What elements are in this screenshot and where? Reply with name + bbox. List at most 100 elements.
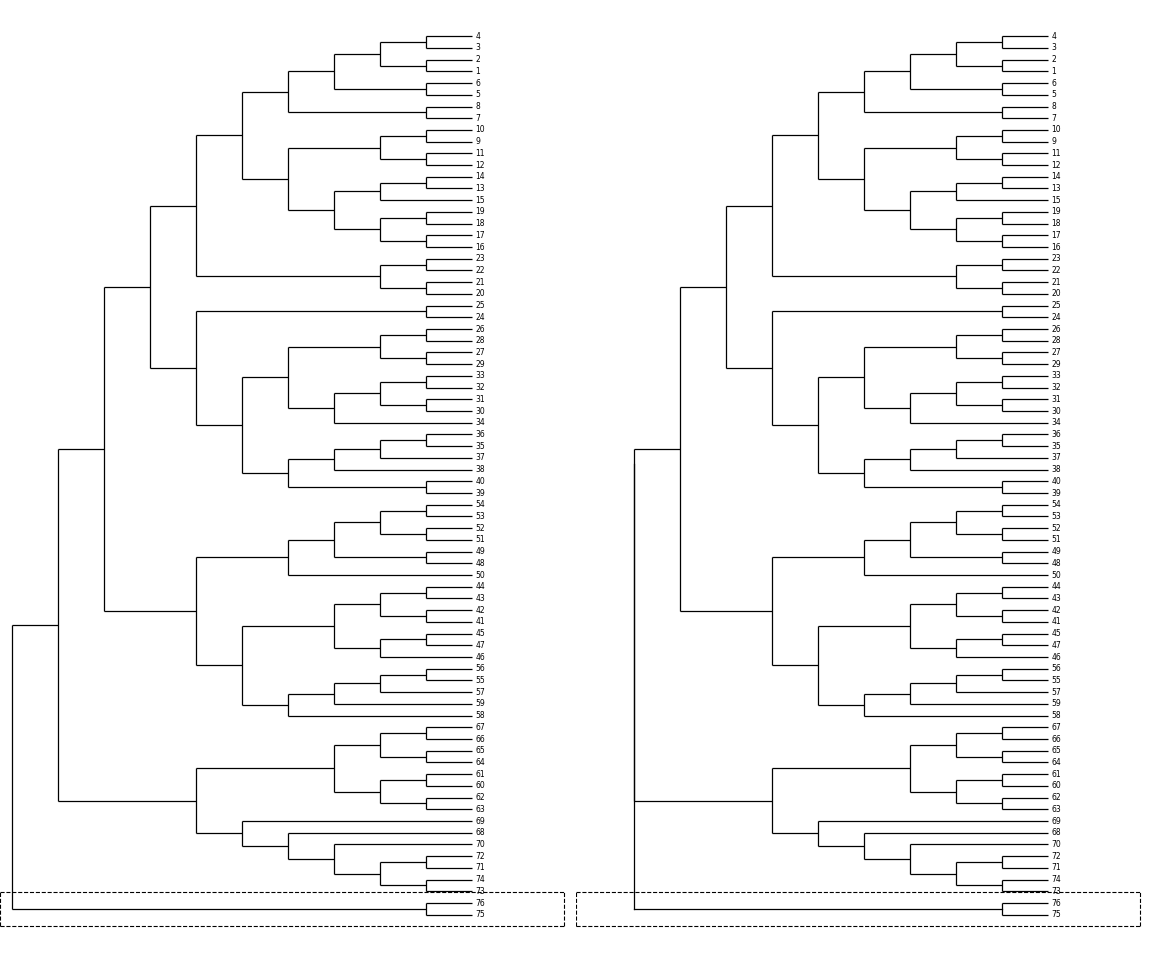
Text: 62: 62 (1051, 793, 1061, 803)
Text: 13: 13 (1051, 184, 1061, 193)
Text: 16: 16 (1051, 243, 1061, 252)
Text: 42: 42 (1051, 606, 1061, 614)
Text: 8: 8 (1051, 102, 1056, 111)
Text: 43: 43 (1051, 594, 1061, 603)
Text: 2: 2 (475, 55, 480, 64)
Text: 7: 7 (475, 113, 480, 123)
Text: 14: 14 (475, 172, 485, 181)
Text: 11: 11 (475, 149, 485, 157)
Text: 6: 6 (1051, 79, 1056, 87)
Text: 51: 51 (1051, 536, 1061, 544)
Text: 60: 60 (1051, 781, 1061, 790)
Text: 38: 38 (475, 465, 485, 474)
Text: 66: 66 (475, 734, 485, 743)
Text: 74: 74 (1051, 876, 1061, 884)
Text: 47: 47 (475, 641, 485, 650)
Text: 37: 37 (1051, 453, 1061, 463)
Text: 49: 49 (1051, 547, 1061, 556)
Text: 18: 18 (1051, 219, 1061, 228)
Text: 59: 59 (475, 700, 485, 708)
Text: 21: 21 (1051, 277, 1061, 287)
Text: 1: 1 (475, 67, 480, 76)
Text: 22: 22 (1051, 266, 1061, 275)
Text: 45: 45 (1051, 629, 1061, 638)
Text: 33: 33 (475, 372, 485, 380)
Text: 51: 51 (475, 536, 485, 544)
Text: 21: 21 (475, 277, 485, 287)
Text: 29: 29 (475, 360, 485, 369)
Text: 70: 70 (475, 840, 485, 849)
Text: 76: 76 (475, 899, 485, 907)
Text: 69: 69 (1051, 817, 1061, 826)
Text: 22: 22 (475, 266, 485, 275)
Text: 50: 50 (475, 570, 485, 580)
Text: 9: 9 (1051, 137, 1056, 146)
Text: 54: 54 (1051, 500, 1061, 509)
Text: 55: 55 (475, 676, 485, 684)
Text: 32: 32 (1051, 383, 1061, 392)
Text: 49: 49 (475, 547, 485, 556)
Text: 41: 41 (475, 617, 485, 626)
Text: 17: 17 (475, 230, 485, 240)
Text: 50: 50 (1051, 570, 1061, 580)
Text: 38: 38 (1051, 465, 1061, 474)
Text: 75: 75 (1051, 910, 1061, 920)
Text: 9: 9 (475, 137, 480, 146)
Text: 13: 13 (475, 184, 485, 193)
Text: 39: 39 (475, 489, 485, 497)
Text: 20: 20 (475, 289, 485, 299)
Text: 31: 31 (475, 395, 485, 404)
Text: 64: 64 (475, 758, 485, 767)
Text: 56: 56 (475, 664, 485, 673)
Text: 53: 53 (475, 512, 485, 521)
Text: 68: 68 (1051, 828, 1061, 837)
Text: 24: 24 (1051, 313, 1061, 322)
Text: 29: 29 (1051, 360, 1061, 369)
Text: 26: 26 (475, 324, 485, 333)
Text: 69: 69 (475, 817, 485, 826)
Text: 34: 34 (475, 419, 485, 427)
Text: 17: 17 (1051, 230, 1061, 240)
Text: 53: 53 (1051, 512, 1061, 521)
Text: 57: 57 (1051, 687, 1061, 697)
Text: 40: 40 (475, 477, 485, 486)
Text: 12: 12 (1051, 160, 1061, 170)
Text: 8: 8 (475, 102, 480, 111)
Text: 75: 75 (475, 910, 485, 920)
Text: 7: 7 (1051, 113, 1056, 123)
Text: 61: 61 (475, 770, 485, 779)
Text: 65: 65 (1051, 746, 1061, 756)
Text: 27: 27 (1051, 348, 1061, 357)
Text: 25: 25 (475, 301, 485, 310)
Text: 64: 64 (1051, 758, 1061, 767)
Text: 37: 37 (475, 453, 485, 463)
Text: 25: 25 (1051, 301, 1061, 310)
Text: 44: 44 (1051, 583, 1061, 591)
Text: 30: 30 (475, 406, 485, 416)
Text: 56: 56 (1051, 664, 1061, 673)
Text: 24: 24 (475, 313, 485, 322)
Text: 55: 55 (1051, 676, 1061, 684)
Text: 19: 19 (1051, 207, 1061, 216)
Text: 60: 60 (475, 781, 485, 790)
Text: 44: 44 (475, 583, 485, 591)
Text: 40: 40 (1051, 477, 1061, 486)
Text: 43: 43 (475, 594, 485, 603)
Text: 35: 35 (1051, 442, 1061, 450)
Text: 65: 65 (475, 746, 485, 756)
Text: 46: 46 (1051, 653, 1061, 661)
Text: 67: 67 (475, 723, 485, 732)
Text: 76: 76 (1051, 899, 1061, 907)
Text: 4: 4 (475, 32, 480, 40)
Text: 67: 67 (1051, 723, 1061, 732)
Text: 11: 11 (1051, 149, 1061, 157)
Text: 32: 32 (475, 383, 485, 392)
Text: 14: 14 (1051, 172, 1061, 181)
Text: 59: 59 (1051, 700, 1061, 708)
Text: 18: 18 (475, 219, 485, 228)
Text: 23: 23 (475, 254, 485, 263)
Text: 15: 15 (1051, 196, 1061, 204)
Text: 5: 5 (1051, 90, 1056, 99)
Text: 63: 63 (475, 804, 485, 814)
Text: 27: 27 (475, 348, 485, 357)
